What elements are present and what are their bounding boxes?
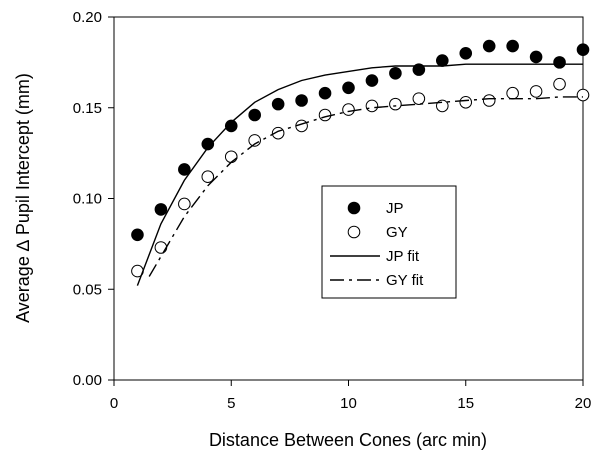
series-jp [131,39,590,242]
fit-line [148,96,583,277]
legend-item: GY [347,224,408,241]
data-point [459,47,473,60]
data-point [131,228,144,242]
data-point [154,241,168,254]
data-point [506,39,519,53]
legend-label: JP fit [386,248,420,265]
data-point [553,56,566,69]
data-point [553,77,566,91]
y-axis-label: Average ∆ Pupil Intercept (mm) [13,73,33,323]
data-point [365,74,379,87]
data-point [201,137,215,151]
data-point [342,81,355,95]
x-tick-label: 20 [575,395,592,412]
data-point [248,134,261,147]
data-point [178,163,191,176]
data-point [412,63,426,76]
y-tick-label: 0.15 [73,100,102,117]
data-point [529,85,543,98]
data-point [436,99,449,113]
fit-line [136,63,583,286]
x-tick-label: 10 [340,395,357,412]
data-point [342,103,355,116]
legend-item: JP fit [330,248,420,265]
x-axis-label: Distance Between Cones (arc min) [209,430,487,450]
data-point [506,86,519,100]
axis-ticks: 0 5 10 15 20 0.00 0.05 0.10 0.15 0.20 [73,9,592,412]
data-point [201,170,215,184]
data-point [295,94,308,107]
data-marks [131,39,590,286]
legend-item: JP [347,200,404,217]
legend-item: GY fit [330,272,424,289]
series-gy-fit [148,96,583,277]
data-point [271,97,285,111]
y-tick-label: 0.20 [73,9,102,26]
data-point [576,88,590,102]
data-point [224,119,238,133]
y-tick-label: 0.10 [73,191,102,208]
data-point [412,92,426,105]
data-point [224,150,238,164]
data-point [178,197,191,211]
data-point [459,96,473,109]
data-point [389,66,402,80]
y-tick-label: 0.00 [73,372,102,389]
x-tick-label: 15 [457,395,474,412]
data-point [248,108,261,122]
data-point [576,43,590,56]
data-point [365,99,379,113]
legend-label: JP [386,200,404,217]
data-point [154,203,168,216]
legend-marker [347,201,361,215]
legend-box [321,185,457,299]
legend-label: GY [386,224,408,241]
x-tick-label: 0 [110,395,118,412]
data-point [436,54,449,67]
data-point [482,94,496,107]
series-gy [131,77,590,278]
legend: JP GY JP fit GY fit [321,185,457,299]
data-point [482,39,496,53]
data-point [318,108,332,122]
data-point [389,97,402,111]
y-tick-label: 0.05 [73,281,102,298]
data-point [318,86,332,100]
series-jp-fit [136,63,583,286]
legend-label: GY fit [386,272,424,289]
x-tick-label: 5 [227,395,235,412]
data-point [529,50,543,64]
legend-marker [347,225,361,239]
